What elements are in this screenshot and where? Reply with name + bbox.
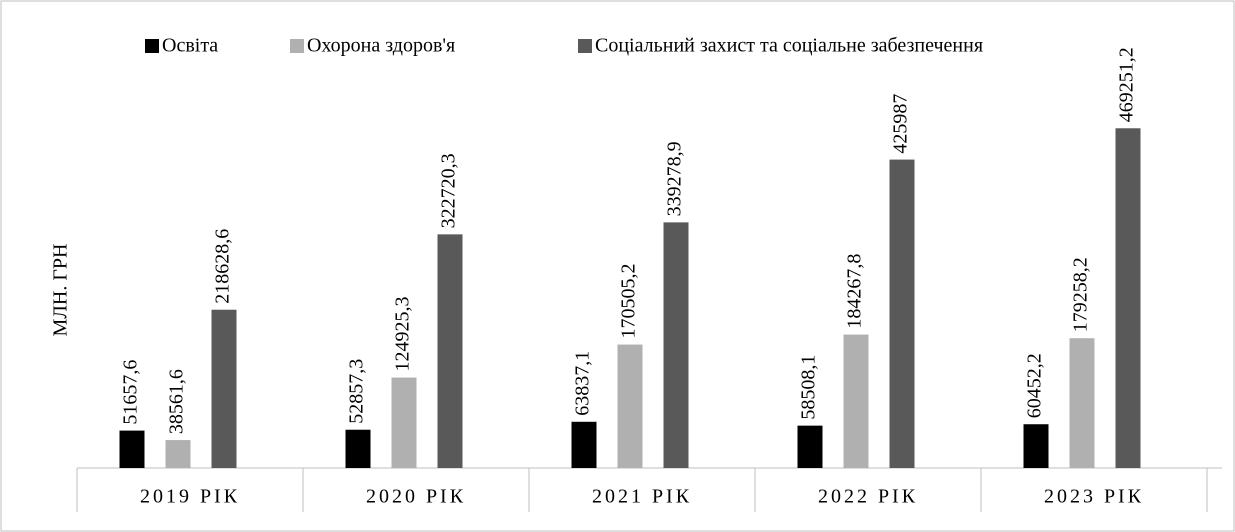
legend-swatch	[145, 39, 159, 53]
data-label: 469251,2	[1116, 47, 1138, 122]
data-label: 58508,1	[798, 355, 820, 420]
data-label: 38561,6	[166, 369, 188, 434]
data-label: 179258,2	[1070, 257, 1092, 332]
bar	[663, 222, 689, 468]
bar	[1115, 128, 1141, 468]
data-label: 322720,3	[438, 153, 460, 228]
bar	[119, 430, 145, 468]
data-label: 339278,9	[664, 141, 686, 216]
legend-swatch	[290, 39, 304, 53]
legend-swatch	[578, 39, 592, 53]
data-label: 425987	[890, 94, 912, 154]
bar	[571, 421, 597, 468]
x-tick-label: 2022 РІК	[818, 486, 918, 508]
x-tick-label: 2019 РІК	[140, 486, 240, 508]
data-label: 124925,3	[392, 297, 414, 372]
data-label: 218628,6	[212, 229, 234, 304]
bar	[437, 234, 463, 468]
bar	[889, 159, 915, 468]
legend-label: Охорона здоров'я	[307, 35, 455, 57]
bar	[391, 377, 417, 468]
x-tick-label: 2021 РІК	[592, 486, 692, 508]
bar	[345, 429, 371, 468]
bar	[211, 309, 237, 468]
bar	[165, 440, 191, 468]
data-label: 63837,1	[572, 351, 594, 416]
y-axis-label: МЛН. ГРН	[50, 244, 72, 337]
bar	[843, 334, 869, 468]
x-tick-label: 2023 РІК	[1044, 486, 1144, 508]
data-label: 60452,2	[1024, 353, 1046, 418]
data-label: 170505,2	[618, 264, 640, 339]
legend-label: Освіта	[162, 35, 218, 57]
bar	[1069, 338, 1095, 468]
legend-label: Соціальний захист та соціальне забезпече…	[595, 35, 983, 57]
data-label: 184267,8	[844, 254, 866, 329]
data-label: 52857,3	[346, 359, 368, 424]
bar	[797, 425, 823, 468]
data-label: 51657,6	[120, 360, 142, 425]
x-tick-label: 2020 РІК	[366, 486, 466, 508]
bar	[1023, 424, 1049, 468]
bar	[617, 344, 643, 468]
